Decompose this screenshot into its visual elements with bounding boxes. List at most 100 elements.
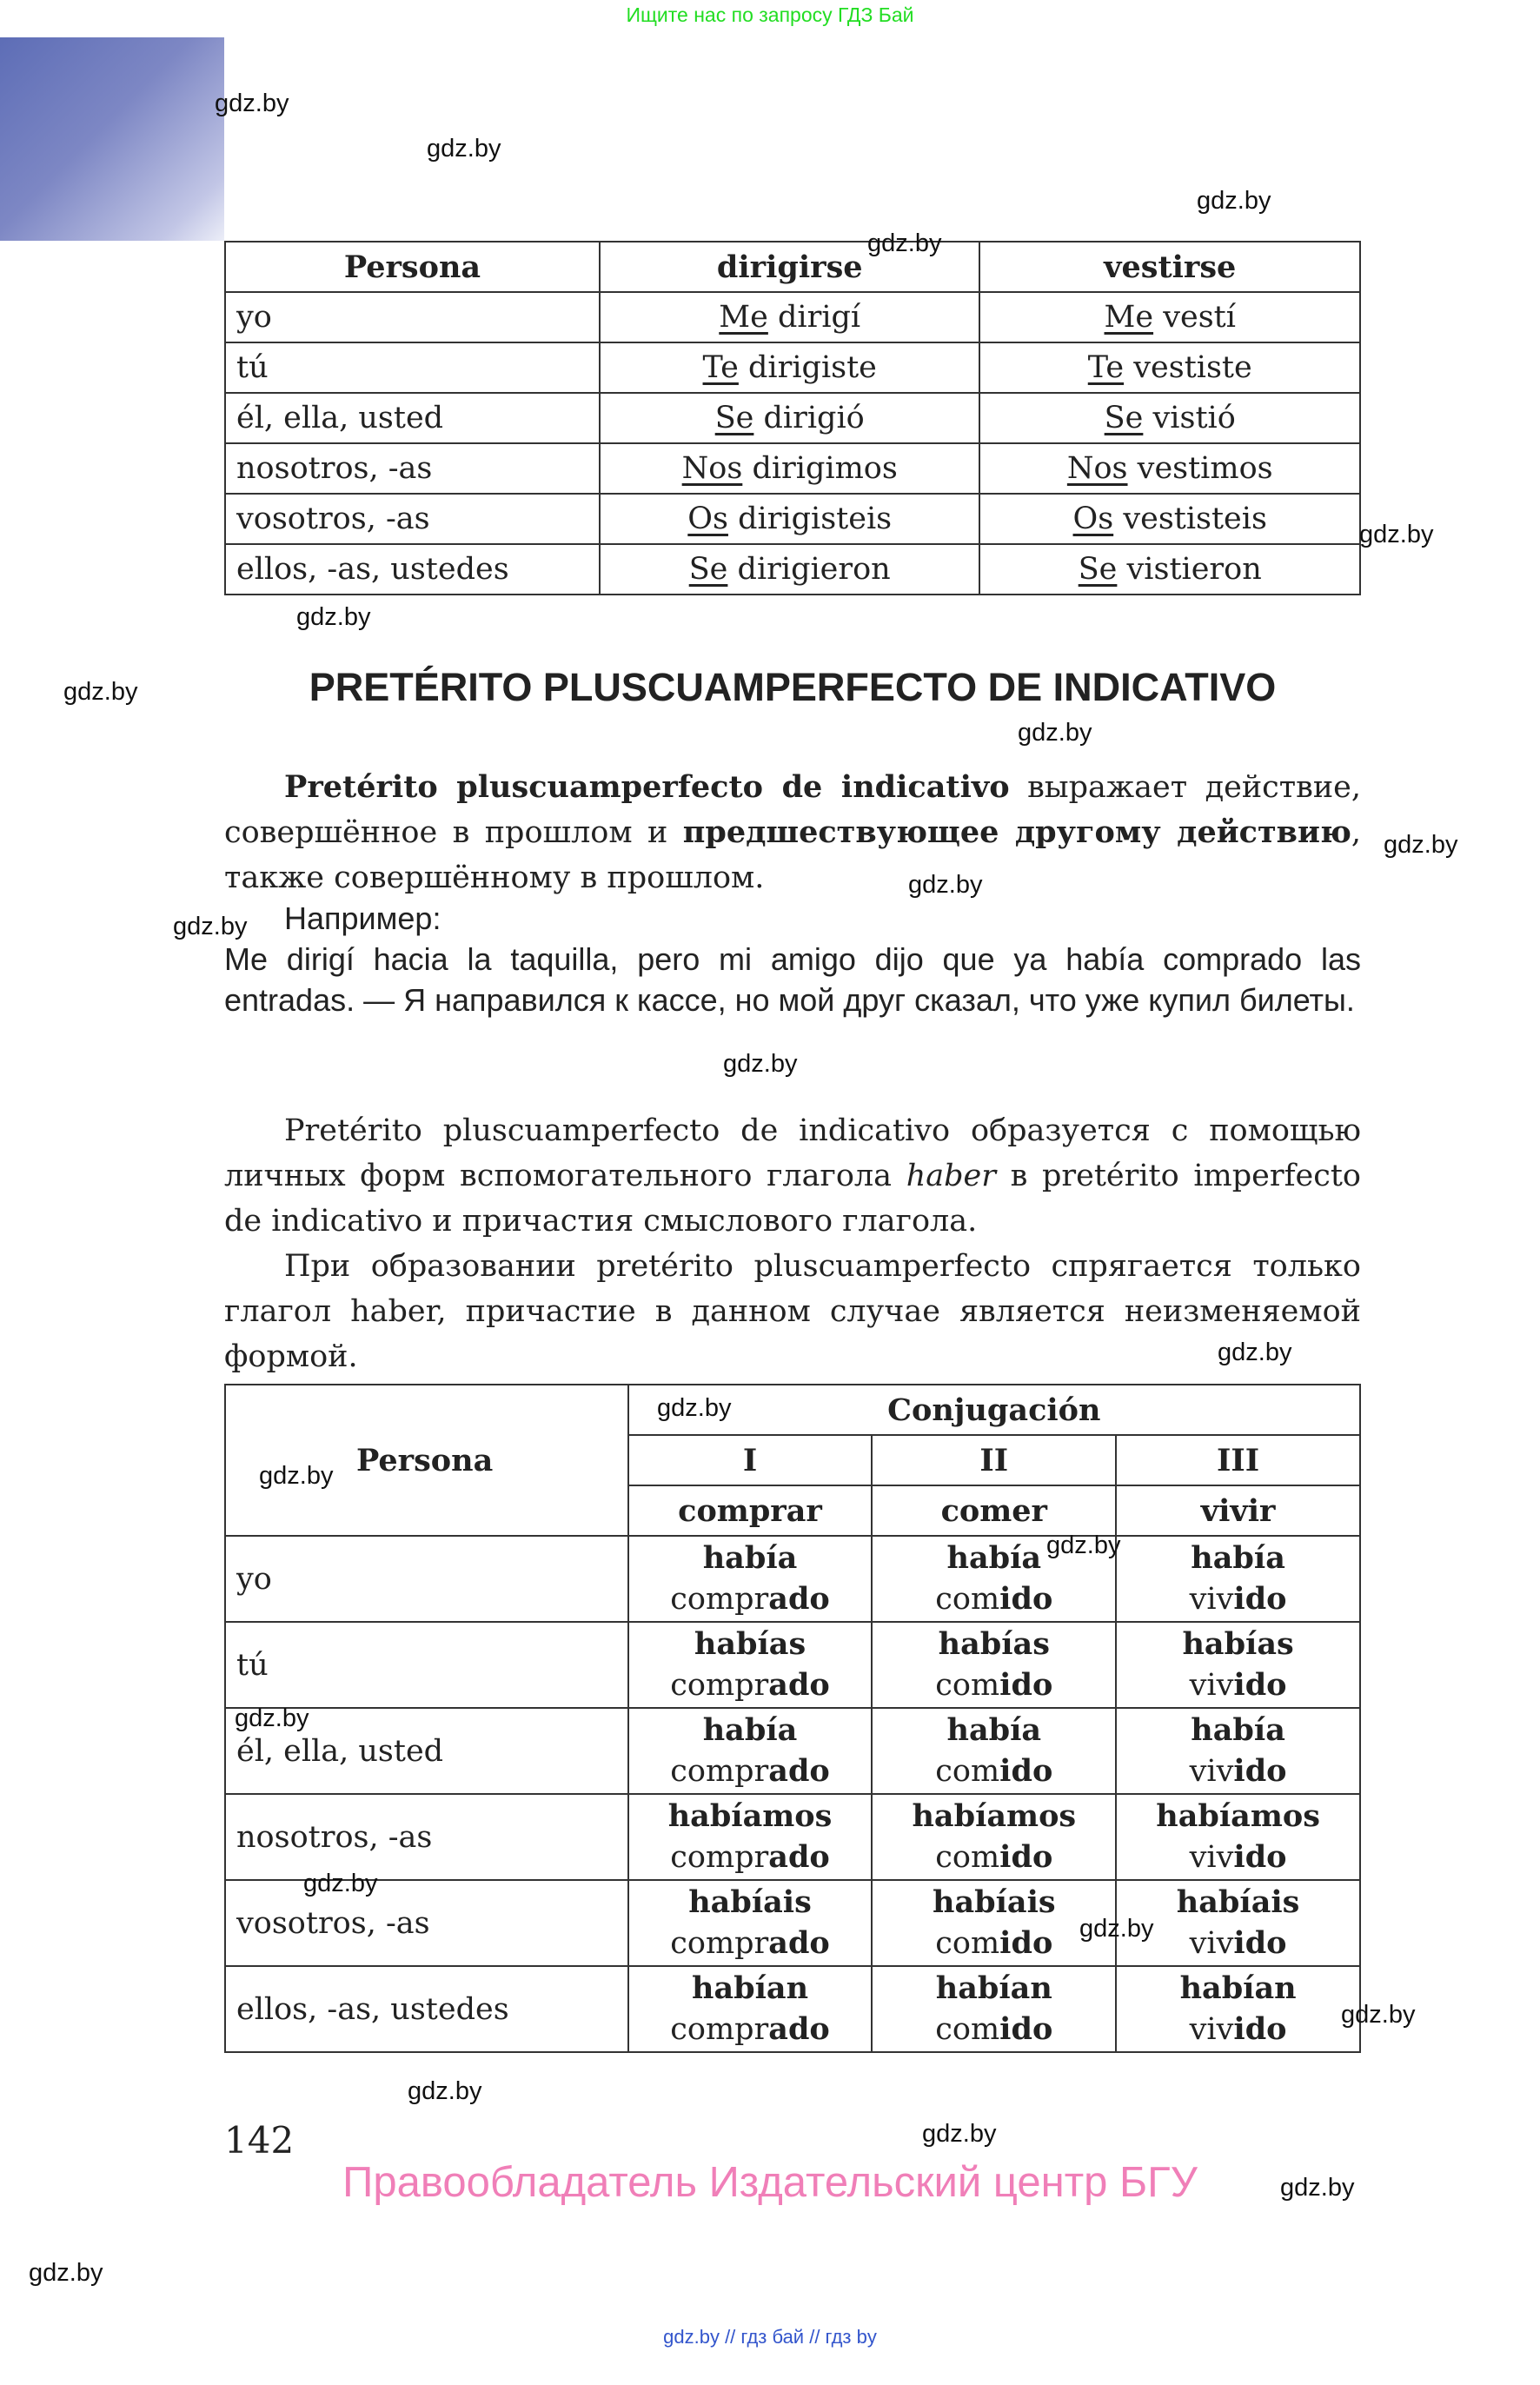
auxiliary: habíamos (667, 1798, 833, 1834)
participle-ending: ido (1233, 2011, 1287, 2047)
watermark: gdz.by (1079, 1915, 1154, 1943)
table-row: nosotros, -as Nos dirigimos Nos vestimos (224, 442, 1361, 495)
example-block: Например: Me dirigí hacia la taquilla, p… (224, 898, 1361, 1020)
pronoun: Se (1104, 401, 1144, 435)
table-row: ellos, -as, ustedes Se dirigieron Se visti… (224, 543, 1361, 595)
persona-cell: yo (224, 291, 601, 343)
form-cell: Te vestiste (979, 342, 1361, 394)
participle-stem: viv (1189, 1754, 1234, 1789)
watermark: gdz.by (723, 1050, 798, 1078)
participle-ending: ido (1233, 1581, 1287, 1617)
pronoun: Te (702, 350, 739, 385)
form-cell: Se vistió (979, 392, 1361, 444)
form-cell: habías comido (871, 1621, 1118, 1709)
verb-comprar: comprar (627, 1485, 873, 1537)
participle-stem: viv (1189, 1582, 1234, 1617)
auxiliary: había (946, 1540, 1042, 1576)
watermark: gdz.by (173, 913, 248, 940)
persona-cell: tú (224, 1621, 629, 1709)
text: выражает действие, совершённое в прошлом… (224, 770, 1361, 850)
header-persona: Persona (224, 241, 601, 293)
pronoun: Se (714, 401, 754, 435)
copyright-notice: Правообладатель Издательский центр БГУ (342, 2159, 1198, 2206)
form-cell: habían comido (871, 1965, 1118, 2053)
header-conjugacion: Conjugación (627, 1384, 1362, 1436)
watermark: gdz.by (657, 1394, 732, 1422)
form-cell: habían vivido (1115, 1965, 1361, 2053)
participle-stem: viv (1189, 1840, 1234, 1875)
auxiliary: había (702, 1712, 798, 1748)
pronoun: Te (1087, 350, 1125, 385)
participle-stem: compr (670, 1668, 769, 1703)
table-row: él, ella, usted había comprado había comido h… (224, 1707, 1361, 1795)
pronoun: Se (688, 552, 728, 587)
auxiliary: habíamos (912, 1798, 1077, 1834)
term: Pretérito pluscuamperfecto de indicativo (284, 769, 1010, 805)
auxiliary: habías (694, 1626, 807, 1662)
verb: vestiste (1133, 350, 1252, 385)
text: , также совершённому в прошлом. (224, 815, 1361, 895)
header-vestirse: vestirse (979, 241, 1361, 293)
participle-stem: com (935, 1668, 1000, 1703)
table-row: tú Te dirigiste Te vestiste (224, 342, 1361, 394)
participle-stem: viv (1189, 1926, 1234, 1961)
persona-cell: ellos, -as, ustedes (224, 1965, 629, 2053)
participle-stem: compr (670, 1840, 769, 1875)
pronoun: Nos (1066, 451, 1128, 486)
auxiliary: habíais (933, 1884, 1056, 1920)
watermark: gdz.by (867, 229, 942, 257)
verb: dirigisteis (738, 502, 893, 536)
auxiliary: habían (935, 1970, 1052, 2006)
auxiliary: habías (1182, 1626, 1294, 1662)
watermark: gdz.by (408, 2077, 482, 2105)
auxiliary: habían (692, 1970, 809, 2006)
form-cell: habíamos vivido (1115, 1793, 1361, 1881)
participle-ending: ido (1233, 1925, 1287, 1961)
header-persona: Persona (224, 1384, 629, 1537)
persona-cell: tú (224, 342, 601, 394)
participle-stem: com (935, 2012, 1000, 2047)
form-cell: habías comprado (627, 1621, 873, 1709)
section-heading: PRETÉRITO PLUSCUAMPERFECTO DE INDICATIVO (309, 665, 1277, 709)
text: Pretérito pluscuamperfecto de indicativo… (224, 1113, 1361, 1193)
participle-ending: ido (999, 1839, 1053, 1875)
verb: vestí (1163, 300, 1236, 335)
auxiliary: había (1191, 1540, 1285, 1576)
example-label: Например: (284, 900, 441, 936)
form-cell: habías vivido (1115, 1621, 1361, 1709)
pronoun: Me (1104, 300, 1154, 335)
verb: dirigieron (737, 552, 891, 587)
formation-paragraph: Pretérito pluscuamperfecto de indicativo… (224, 1108, 1361, 1244)
participle-stem: compr (670, 1582, 769, 1617)
participle-stem: compr (670, 1926, 769, 1961)
verb: dirigimos (752, 451, 898, 486)
verb-row: comprar comer vivir (225, 1485, 1361, 1537)
participle-stem: com (935, 1840, 1000, 1875)
participle-ending: ido (999, 1925, 1053, 1961)
table-row: nosotros, -as habíamos comprado habíamos com… (224, 1793, 1361, 1881)
verb: vistieron (1126, 552, 1262, 587)
auxiliary: habían (1179, 1970, 1297, 2006)
form-cell: Me dirigí (598, 291, 981, 343)
search-hint: Ищите нас по запросу ГДЗ Бай (626, 3, 914, 26)
participle-ending: ado (768, 1753, 830, 1789)
table-row: tú habías comprado habías comido habías vivido (224, 1621, 1361, 1709)
definition-paragraph: Pretérito pluscuamperfecto de indicativo… (224, 765, 1361, 900)
form-cell: había comprado (627, 1535, 873, 1623)
footer-links[interactable]: gdz.by // гдз бай // гдз by (663, 2326, 877, 2348)
participle-ending: ido (999, 1753, 1053, 1789)
participle-stem: viv (1189, 2012, 1234, 2047)
watermark: gdz.by (63, 678, 138, 706)
participle-stem: viv (1189, 1668, 1234, 1703)
watermark: gdz.by (1280, 2174, 1355, 2202)
watermark: gdz.by (29, 2259, 103, 2287)
header-dirigirse: dirigirse (598, 241, 981, 293)
participle-ending: ado (768, 1925, 830, 1961)
auxiliary: habíais (1176, 1884, 1300, 1920)
auxiliary: había (1191, 1712, 1285, 1748)
watermark: gdz.by (303, 1870, 378, 1897)
participle-stem: com (935, 1582, 1000, 1617)
watermark: gdz.by (908, 871, 983, 899)
page-number: 142 (224, 2119, 295, 2162)
verb: vestisteis (1123, 502, 1267, 536)
